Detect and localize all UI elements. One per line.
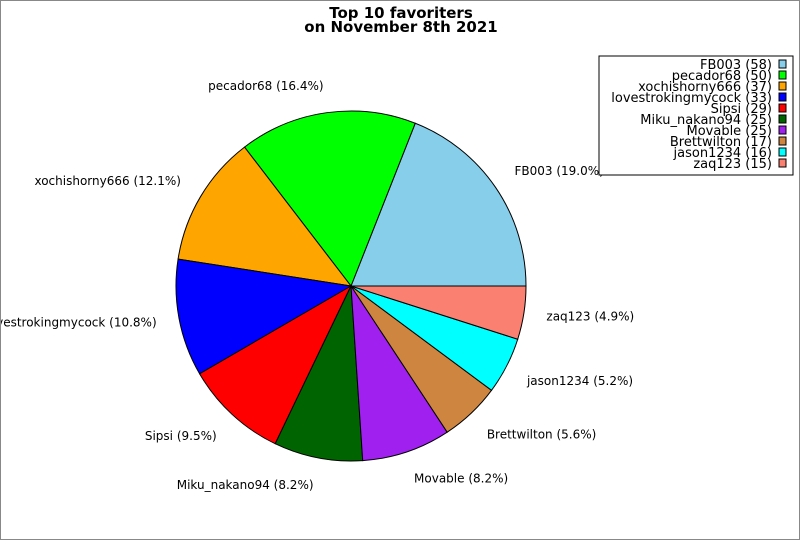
slice-label-Sipsi: Sipsi (9.5%): [145, 429, 217, 443]
legend-entry-Miku_nakano94: Miku_nakano94 (25): [640, 113, 772, 128]
pie-slice-zaq123: [350, 285, 527, 340]
legend-box: [598, 55, 794, 176]
legend-entry-Brettwilton: Brettwilton (17): [670, 135, 772, 150]
legend-entry-pecador68: pecador68 (50): [672, 69, 772, 84]
slice-label-lovestrokingmycock: lovestrokingmycock (10.8%): [1, 315, 157, 329]
chart-title-line-2: on November 8th 2021: [304, 18, 497, 36]
legend-entry-zaq123: zaq123 (15): [693, 157, 772, 172]
legend-entry-lovestrokingmycock: lovestrokingmycock (33): [611, 91, 772, 106]
legend-swatch-zaq123: [778, 158, 787, 168]
slice-label-xochishorny666: xochishorny666 (12.1%): [34, 174, 180, 188]
slice-label-Movable: Movable (8.2%): [414, 471, 508, 485]
pie-slice-FB003: [350, 122, 527, 287]
legend-swatch-Sipsi: [778, 103, 787, 113]
legend-entry-Sipsi: Sipsi (29): [711, 102, 772, 117]
legend-entry-xochishorny666: xochishorny666 (37): [638, 80, 772, 95]
legend-swatch-Brettwilton: [778, 136, 787, 146]
slice-label-Miku_nakano94: Miku_nakano94 (8.2%): [177, 478, 314, 492]
pie-slice-Miku_nakano94: [274, 284, 364, 462]
pie-slice-Sipsi: [198, 284, 353, 445]
slice-label-zaq123: zaq123 (4.9%): [546, 309, 634, 323]
chart-title-line-1: Top 10 favoriters: [329, 4, 473, 22]
legend-swatch-xochishorny666: [778, 81, 787, 91]
legend-swatch-pecador68: [778, 70, 787, 80]
legend-swatch-Movable: [778, 125, 787, 135]
pie-slice-lovestrokingmycock: [175, 258, 353, 375]
legend-swatch-jason1234: [778, 147, 787, 157]
pie-slice-pecador68: [243, 110, 416, 288]
legend-swatch-Miku_nakano94: [778, 114, 787, 124]
pie-slice-Movable: [350, 284, 448, 462]
legend-swatch-FB003: [778, 59, 787, 69]
slice-label-jason1234: jason1234 (5.2%): [526, 374, 633, 388]
legend-entry-FB003: FB003 (58): [700, 58, 772, 73]
slice-label-pecador68: pecador68 (16.4%): [208, 79, 323, 93]
legend-entry-Movable: Movable (25): [686, 124, 772, 139]
pie-slice-xochishorny666: [177, 146, 353, 287]
legend-entry-jason1234: jason1234 (16): [673, 146, 772, 161]
slice-label-Brettwilton: Brettwilton (5.6%): [487, 428, 596, 442]
legend-swatch-lovestrokingmycock: [778, 92, 787, 102]
slice-label-FB003: FB003 (19.0%): [514, 164, 603, 178]
